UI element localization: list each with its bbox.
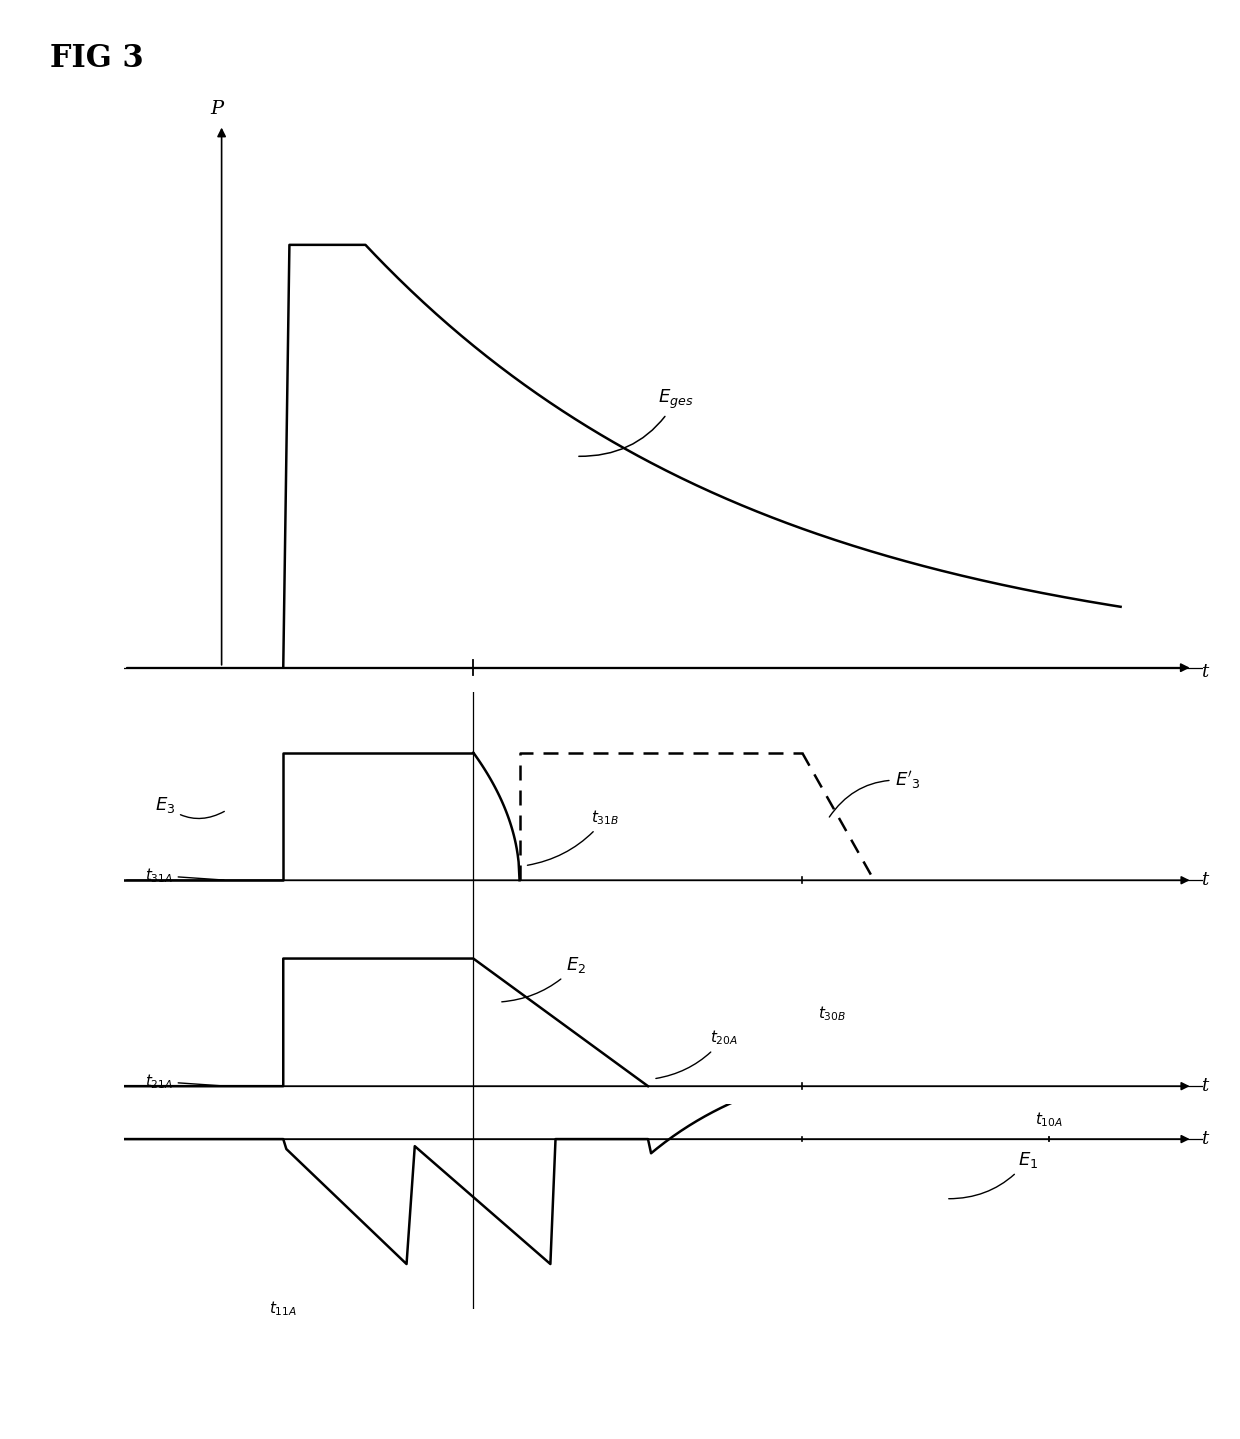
Text: $t_{30A}$: $t_{30A}$ (464, 694, 494, 714)
Text: $E_1$: $E_1$ (949, 1150, 1038, 1199)
Text: $E_3$: $E_3$ (155, 794, 224, 819)
Text: $t_{31A}$: $t_{31A}$ (145, 866, 224, 885)
Text: $t_{11A}$: $t_{11A}$ (269, 1299, 298, 1318)
Text: $E_2$: $E_2$ (502, 955, 587, 1002)
Text: $t_{20A}$: $t_{20A}$ (656, 1029, 738, 1078)
Text: $t_{30B}$: $t_{30B}$ (817, 1004, 846, 1023)
Text: P: P (210, 99, 223, 118)
Text: t: t (1200, 1130, 1208, 1148)
Text: t: t (1200, 663, 1208, 682)
Text: t: t (1200, 1078, 1208, 1095)
Text: $t_{10A}$: $t_{10A}$ (1034, 1111, 1063, 1130)
Text: t: t (1200, 871, 1208, 889)
Text: $t_{21A}$: $t_{21A}$ (145, 1072, 224, 1091)
Text: $t_{31B}$: $t_{31B}$ (527, 809, 620, 865)
Text: $E'_3$: $E'_3$ (830, 770, 920, 817)
Text: $E_{ges}$: $E_{ges}$ (579, 389, 693, 456)
Text: FIG 3: FIG 3 (50, 43, 144, 75)
